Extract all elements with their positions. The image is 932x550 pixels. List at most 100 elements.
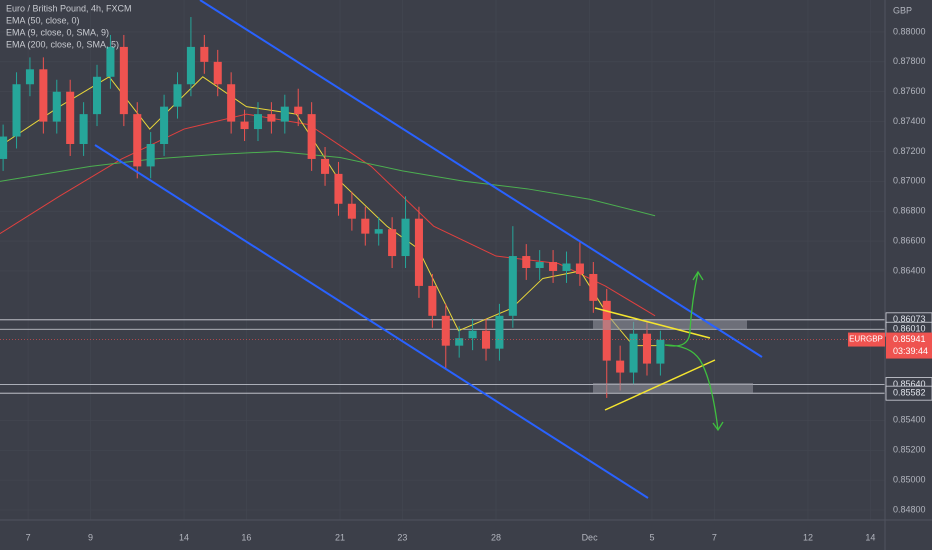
candle-body [616, 360, 625, 373]
candle-body [0, 136, 8, 159]
candle-body [294, 106, 303, 115]
candle-body [280, 106, 289, 122]
candle-body [388, 229, 397, 257]
triangle-lower [604, 359, 716, 411]
x-tick-label: 12 [803, 532, 813, 542]
candle-body [575, 263, 584, 274]
x-tick-label: 14 [865, 532, 875, 542]
x-tick-label: 28 [491, 532, 501, 542]
y-tick-label: 0.86400 [893, 265, 926, 275]
y-tick-label: 0.87600 [893, 86, 926, 96]
x-tick-label: 7 [26, 532, 31, 542]
level-label: 0.85640 [893, 379, 926, 389]
candle-body [562, 263, 571, 271]
x-tick-label: Dec [582, 532, 599, 542]
candle-body [133, 114, 142, 167]
candle-body [589, 273, 598, 301]
arrow-down-head [712, 421, 724, 432]
candle-body [160, 106, 169, 145]
indicator-line [0, 150, 656, 217]
y-tick-label: 0.87800 [893, 56, 926, 66]
price-unit: GBP [893, 5, 912, 15]
candle-body [52, 91, 61, 122]
chart-title: Euro / British Pound, 4h, FXCM [6, 3, 132, 13]
candle-body [656, 339, 665, 364]
candle-body [240, 121, 249, 130]
candle-body [146, 144, 155, 167]
axis-labels: 0.88000 0.87800 0.87600 0.87400 0.87200 0.870… [26, 26, 932, 542]
x-tick-label: 23 [397, 532, 407, 542]
arrow-up-head [692, 270, 704, 281]
candle-body [642, 333, 652, 364]
candle-body [227, 84, 236, 122]
countdown-label: 03:39:44 [893, 346, 928, 356]
y-tick-label: 0.87200 [893, 146, 926, 156]
x-tick-label: 21 [335, 532, 345, 542]
y-tick-label: 0.86600 [893, 235, 926, 245]
candle-body [106, 46, 115, 77]
candle-body [186, 46, 195, 85]
legend-entry: EMA (9, close, 0, SMA, 9) [6, 27, 109, 37]
x-tick-label: 14 [179, 532, 189, 542]
price-box [886, 332, 932, 359]
symbol-label: EURGBP [849, 335, 883, 344]
triangle-upper [594, 307, 711, 339]
candle-body [629, 333, 638, 373]
candle-body [602, 300, 611, 361]
candle-body [267, 114, 276, 122]
candle-body [213, 61, 222, 85]
candle-body [468, 330, 477, 339]
y-tick-label: 0.88000 [893, 26, 926, 36]
candle-body [522, 256, 531, 268]
candle-body [401, 218, 410, 257]
x-tick-label: 5 [649, 532, 654, 542]
y-tick-label: 0.85000 [893, 474, 926, 484]
x-tick-label: 9 [88, 532, 93, 542]
candle-body [307, 114, 316, 159]
candle-body [173, 84, 182, 107]
candle-body [25, 69, 34, 85]
y-tick-label: 0.84800 [893, 504, 926, 514]
y-tick-label: 0.87400 [893, 116, 926, 126]
channel-lower [94, 144, 649, 499]
y-tick-label: 0.87000 [893, 176, 926, 186]
candle-body [66, 91, 75, 145]
x-tick-label: 7 [712, 532, 717, 542]
candle-body [428, 285, 437, 316]
candle-body [334, 173, 343, 204]
candle-body [347, 203, 356, 219]
y-tick-label: 0.85400 [893, 415, 926, 425]
level-label: 0.86073 [893, 314, 926, 324]
candle-body [495, 315, 504, 349]
resistance-zone [593, 320, 747, 330]
drawings [94, 0, 763, 499]
candle-body [12, 84, 21, 137]
y-tick-label: 0.86800 [893, 206, 926, 216]
candle-body [455, 338, 464, 346]
support-zone [593, 383, 753, 393]
candle-body [321, 158, 330, 174]
candle-body [200, 46, 209, 62]
candle-body [79, 114, 88, 145]
channel-upper [199, 0, 763, 358]
symbol-box [848, 332, 885, 347]
candle-body [535, 262, 544, 268]
grid [0, 0, 885, 520]
marks [0, 17, 885, 398]
arrow-down [664, 344, 719, 431]
level-label: 0.86010 [893, 324, 926, 334]
candle-body [549, 262, 558, 271]
candle-body [374, 229, 383, 234]
level-label: 0.85582 [893, 388, 926, 398]
level-label-box [885, 385, 932, 401]
candle-body [508, 256, 517, 316]
candle-body [414, 218, 423, 286]
candle-body [92, 76, 102, 115]
current-price-label: 0.85941 [893, 334, 926, 344]
x-tick-label: 16 [241, 532, 251, 542]
candle-body [361, 218, 370, 234]
legend-entry: EMA (200, close, 0, SMA, 5) [6, 39, 119, 49]
